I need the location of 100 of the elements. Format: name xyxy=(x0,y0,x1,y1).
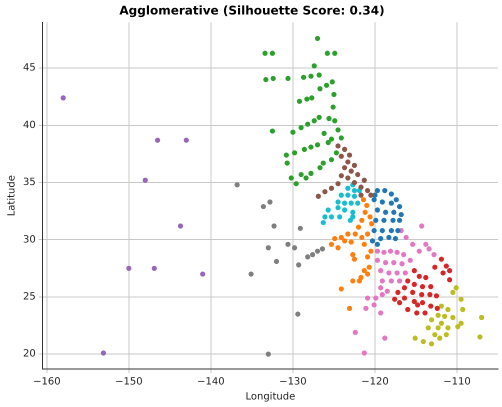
point xyxy=(415,302,420,308)
point xyxy=(374,258,380,263)
point xyxy=(380,199,385,205)
point xyxy=(332,236,338,242)
point xyxy=(444,263,449,269)
point xyxy=(352,330,358,335)
point xyxy=(378,285,384,290)
point xyxy=(408,258,413,263)
point xyxy=(363,306,369,311)
point xyxy=(326,207,331,213)
point xyxy=(305,122,310,127)
point xyxy=(386,234,392,240)
point xyxy=(388,191,394,197)
point xyxy=(352,194,358,199)
point xyxy=(432,264,438,270)
point xyxy=(380,292,385,298)
point xyxy=(416,274,422,279)
point xyxy=(334,150,339,156)
point xyxy=(383,210,388,215)
point xyxy=(378,310,384,316)
point xyxy=(366,264,372,270)
point xyxy=(328,214,334,220)
point xyxy=(322,189,328,194)
point xyxy=(412,336,418,341)
point xyxy=(267,199,273,205)
point xyxy=(404,234,409,240)
point xyxy=(428,341,434,346)
point xyxy=(154,138,160,143)
point xyxy=(378,236,384,242)
point xyxy=(373,295,378,301)
point xyxy=(442,314,448,319)
point xyxy=(308,144,314,150)
point xyxy=(324,50,330,56)
point xyxy=(398,212,404,218)
point xyxy=(367,214,373,220)
point xyxy=(284,160,290,166)
y-tick-label: 45 xyxy=(22,62,36,74)
point xyxy=(445,306,451,312)
point xyxy=(328,186,334,191)
point xyxy=(450,290,456,295)
point xyxy=(260,204,266,210)
point xyxy=(428,317,434,322)
point xyxy=(342,165,348,170)
point xyxy=(394,197,399,202)
point xyxy=(394,270,400,276)
point xyxy=(388,228,394,234)
point xyxy=(372,302,377,308)
point xyxy=(292,245,298,250)
point xyxy=(271,223,277,229)
point xyxy=(338,173,344,178)
point xyxy=(384,288,390,294)
point xyxy=(309,95,314,100)
point xyxy=(298,125,304,130)
y-tick-label: 20 xyxy=(22,348,36,360)
point xyxy=(445,325,451,330)
point xyxy=(359,218,364,223)
x-tick-label: −110 xyxy=(443,376,471,388)
point xyxy=(298,226,303,231)
point xyxy=(372,228,377,234)
point xyxy=(368,192,374,198)
point xyxy=(360,197,366,202)
point xyxy=(342,238,348,244)
point xyxy=(355,200,360,206)
point xyxy=(330,79,335,84)
point xyxy=(380,228,385,234)
point xyxy=(394,250,400,255)
point xyxy=(402,285,408,290)
point xyxy=(294,181,299,186)
point xyxy=(352,256,358,262)
point xyxy=(346,306,352,311)
y-axis-title: Latitude xyxy=(6,175,18,216)
point xyxy=(402,270,408,276)
point xyxy=(248,271,254,277)
point xyxy=(342,146,348,152)
point xyxy=(316,114,322,120)
point xyxy=(373,218,378,223)
point xyxy=(292,150,298,156)
point xyxy=(345,159,350,165)
point xyxy=(270,128,276,134)
point xyxy=(374,188,380,194)
point xyxy=(352,180,358,186)
point xyxy=(285,76,291,82)
point xyxy=(380,278,385,284)
point xyxy=(262,50,268,56)
point xyxy=(328,157,334,162)
point xyxy=(317,86,323,92)
point xyxy=(284,152,289,158)
point xyxy=(438,303,444,309)
y-tick-label: 35 xyxy=(22,177,36,188)
point xyxy=(436,312,441,318)
x-tick-label: −130 xyxy=(279,376,307,388)
point xyxy=(460,306,466,312)
point xyxy=(447,277,452,282)
y-tick-label: 30 xyxy=(22,234,36,246)
point xyxy=(314,248,320,254)
point xyxy=(308,74,314,79)
point xyxy=(60,95,66,100)
point xyxy=(362,178,367,183)
point xyxy=(410,290,416,295)
point xyxy=(427,292,433,298)
